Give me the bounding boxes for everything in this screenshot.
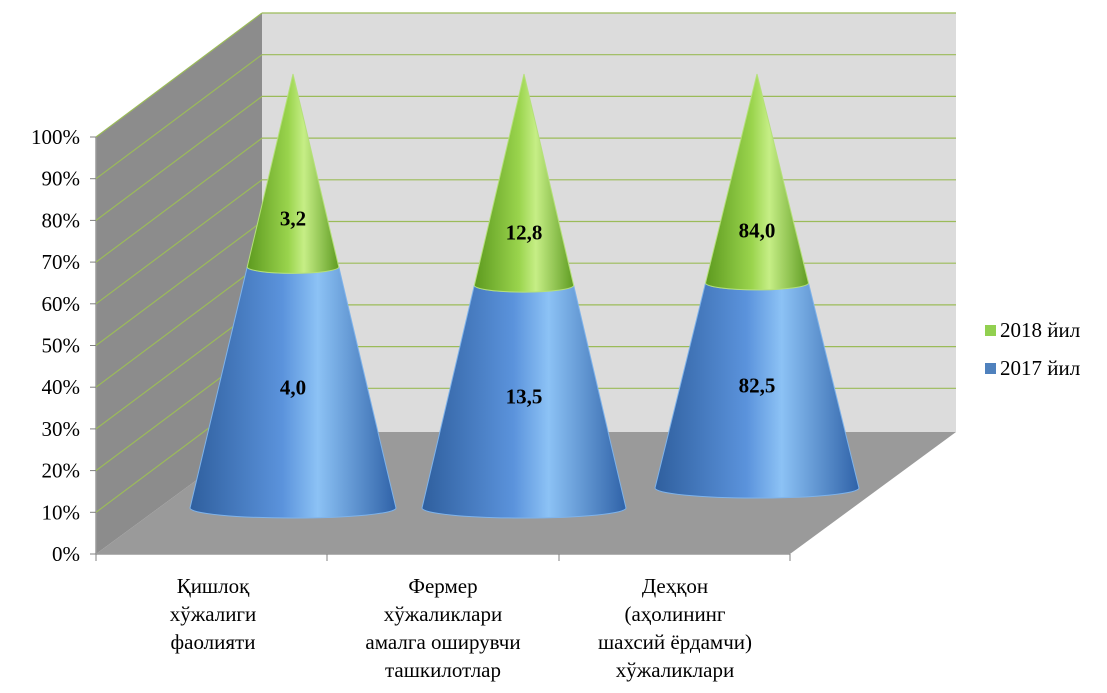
y-tick-label: 50%	[42, 334, 81, 358]
y-tick-label: 80%	[42, 208, 81, 232]
gridline	[95, 12, 263, 138]
legend-swatch	[985, 363, 996, 374]
legend-label: 2017 йил	[1000, 356, 1080, 380]
gridline	[95, 262, 263, 388]
y-tick-label: 30%	[42, 417, 81, 441]
data-label-2018: 3,2	[280, 207, 306, 231]
cone-segment-2018	[705, 73, 809, 291]
data-label-2017: 4,0	[280, 375, 306, 399]
y-tick-label: 100%	[31, 125, 80, 149]
gridline	[95, 179, 263, 305]
legend-swatch	[985, 325, 996, 336]
data-label-2018: 12,8	[506, 220, 543, 244]
y-tick-label: 60%	[42, 292, 81, 316]
y-tick-label: 20%	[42, 459, 81, 483]
y-tick-label: 0%	[52, 542, 80, 566]
cone-segment-2018	[473, 73, 575, 293]
y-tick-label: 70%	[42, 250, 81, 274]
gridline	[95, 54, 263, 180]
x-category-label: Деҳқон (аҳолининг шахсий ёрдамчи) хўжаликла…	[598, 574, 752, 682]
gridline	[95, 221, 263, 346]
y-tick-label: 10%	[42, 500, 81, 524]
gridline	[95, 137, 263, 263]
y-tick-label: 90%	[42, 167, 81, 191]
legend-label: 2018 йил	[1000, 318, 1080, 342]
back-wall	[262, 13, 956, 432]
cone-segment-2018	[246, 73, 340, 274]
x-category-label: Қишлоқ хўжалиги фаолияти	[170, 574, 257, 654]
data-label-2017: 82,5	[739, 373, 776, 397]
data-label-2017: 13,5	[506, 385, 543, 409]
data-label-2018: 84,0	[739, 219, 776, 243]
gridline	[95, 95, 263, 221]
y-tick-label: 40%	[42, 375, 81, 399]
x-category-label: Фермер хўжаликлари амалга оширувчи ташкилот…	[365, 574, 520, 682]
